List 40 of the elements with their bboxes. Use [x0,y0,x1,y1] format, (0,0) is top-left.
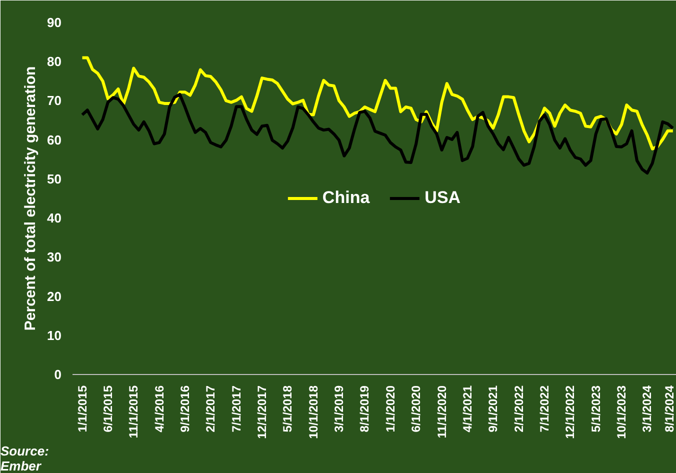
y-tick-label: 10 [47,328,62,343]
line-series [80,56,674,150]
x-tick-label: 2/1/2022 [512,385,526,432]
x-tick-label: 9/1/2021 [486,385,500,432]
y-tick-label: 30 [47,250,62,265]
x-tick-label: 7/1/2017 [229,385,244,432]
y-tick-label: 40 [47,210,62,226]
legend-label: China [322,188,370,208]
x-tick-label: 5/1/2018 [280,385,295,432]
x-tick-label: 11/1/2015 [126,385,141,438]
y-tick-label: 80 [47,54,62,70]
x-tick-label: 4/1/2016 [152,385,166,432]
line-series [80,92,674,175]
x-tick-label: 3/1/2024 [640,385,654,432]
x-tick-label: 12/1/2022 [563,385,578,439]
x-tick-label: 2/1/2017 [204,385,218,432]
x-tick-label: 3/1/2019 [332,385,346,432]
y-tick-label: 60 [47,132,62,148]
x-tick-label: 6/1/2020 [409,385,424,432]
legend-label: USA [424,188,461,208]
x-tick-label: 11/1/2020 [434,385,449,438]
x-tick-label: 10/1/2023 [614,385,629,439]
x-tick-label: 8/1/2019 [358,385,372,432]
x-tick-label: 12/1/2017 [255,385,270,439]
y-tick-label: 0 [54,367,62,382]
x-tick-label: 7/1/2022 [538,385,552,432]
x-tick-label: 10/1/2018 [306,385,320,439]
y-tick-label: 20 [47,288,62,304]
x-tick-label: 5/1/2023 [588,385,603,432]
x-tick-label: 1/1/2020 [383,385,398,432]
x-tick-label: 9/1/2016 [178,385,192,432]
y-tick-label: 70 [47,93,62,108]
x-tick-label: 4/1/2021 [460,385,474,432]
x-tick-label: 8/1/2024 [662,385,676,432]
source-note: Source: Ember [0,444,49,473]
y-axis-title: Percent of total electricity generation [22,66,40,331]
x-tick-label: 1/1/2015 [75,385,90,432]
x-tick-label: 6/1/2015 [100,385,115,432]
y-tick-label: 50 [47,171,62,186]
y-tick-label: 90 [47,15,62,30]
